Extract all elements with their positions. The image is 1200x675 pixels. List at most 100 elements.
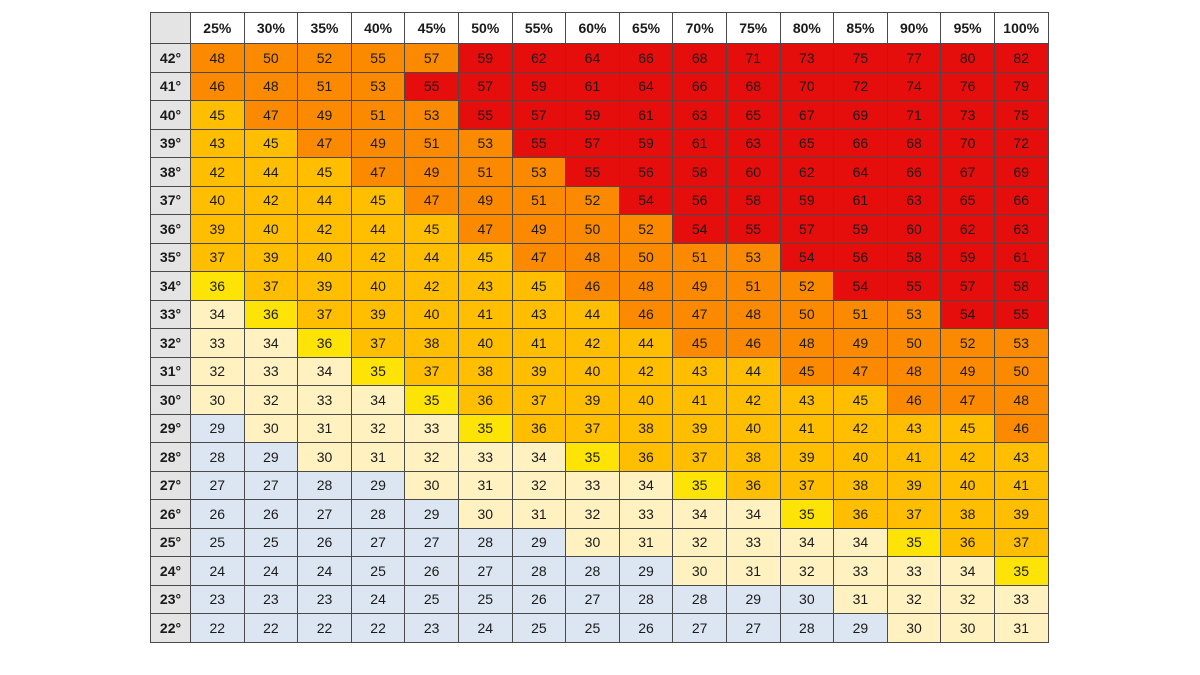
heat-cell: 47 [940, 385, 995, 415]
row-header: 41° [150, 71, 191, 101]
heat-cell: 37 [404, 356, 459, 386]
heat-cell: 65 [725, 100, 781, 130]
heat-cell: 65 [940, 185, 995, 215]
heat-cell: 55 [457, 100, 513, 130]
heat-cell: 35 [457, 413, 513, 443]
heat-cell: 50 [886, 328, 942, 358]
heat-cell: 51 [725, 271, 781, 301]
heat-cell: 36 [243, 299, 299, 329]
heat-cell: 24 [243, 556, 299, 586]
heat-cell: 36 [833, 499, 888, 529]
heat-cell: 43 [672, 356, 727, 386]
row-header: 32° [150, 328, 191, 358]
heat-cell: 38 [725, 442, 781, 472]
heat-cell: 46 [190, 71, 245, 101]
heat-cell: 61 [833, 185, 888, 215]
table-row: 34° 36 37 39 40 42 43 45 46 48 49 51 52 54 55 57 58 [150, 271, 1049, 301]
heat-cell: 41 [993, 470, 1049, 500]
heat-cell: 58 [993, 271, 1049, 301]
row-header: 28° [150, 442, 191, 472]
heat-cell: 49 [833, 328, 888, 358]
heat-cell: 39 [190, 214, 245, 244]
heat-cell: 40 [725, 413, 781, 443]
heat-cell: 33 [618, 499, 674, 529]
heat-cell: 27 [297, 499, 352, 529]
column-header: 90% [886, 12, 942, 44]
heat-cell: 28 [565, 556, 620, 586]
heat-cell: 30 [886, 613, 942, 643]
heat-cell: 42 [940, 442, 995, 472]
heat-cell: 50 [618, 242, 674, 272]
column-header: 25% [190, 12, 245, 44]
heat-cell: 44 [618, 328, 674, 358]
table-row: 28° 28 29 30 31 32 33 34 35 36 37 38 39 40 41 42 43 [150, 442, 1049, 472]
heat-cell: 34 [243, 328, 299, 358]
heat-cell: 61 [618, 100, 674, 130]
heat-cell: 39 [243, 242, 299, 272]
heat-cell: 54 [940, 299, 995, 329]
heat-cell: 34 [511, 442, 567, 472]
heat-cell: 33 [565, 470, 620, 500]
heat-cell: 37 [511, 385, 567, 415]
heat-cell: 30 [457, 499, 513, 529]
heat-cell: 57 [457, 71, 513, 101]
heat-cell: 32 [565, 499, 620, 529]
heat-cell: 38 [457, 356, 513, 386]
heat-cell: 28 [297, 470, 352, 500]
heat-cell: 52 [618, 214, 674, 244]
heat-cell: 34 [725, 499, 781, 529]
heat-cell: 57 [940, 271, 995, 301]
heat-cell: 49 [511, 214, 567, 244]
table-row: 30° 30 32 33 34 35 36 37 39 40 41 42 43 45 46 47 48 [150, 385, 1049, 415]
heat-cell: 44 [243, 157, 299, 187]
table-row: 27° 27 27 28 29 30 31 32 33 34 35 36 37 38 39 40 41 [150, 470, 1049, 500]
heat-cell: 39 [350, 299, 406, 329]
heat-cell: 53 [404, 100, 459, 130]
column-header: 45% [404, 12, 459, 44]
heat-cell: 49 [404, 157, 459, 187]
heat-cell: 36 [618, 442, 674, 472]
heat-cell: 49 [350, 128, 406, 158]
heat-cell: 53 [886, 299, 942, 329]
heat-cell: 48 [779, 328, 835, 358]
table-row: 25° 25 25 26 27 27 28 29 30 31 32 33 34 34 35 36 37 [150, 527, 1049, 557]
heat-cell: 53 [511, 157, 567, 187]
heat-cell: 59 [940, 242, 995, 272]
heat-cell: 59 [457, 43, 513, 73]
heat-cell: 24 [457, 613, 513, 643]
heat-cell: 53 [993, 328, 1049, 358]
heat-cell: 52 [565, 185, 620, 215]
heat-cell: 48 [993, 385, 1049, 415]
heat-cell: 32 [350, 413, 406, 443]
heat-cell: 50 [243, 43, 299, 73]
heat-cell: 30 [940, 613, 995, 643]
heat-cell: 57 [511, 100, 567, 130]
column-header: 95% [940, 12, 995, 44]
heat-cell: 48 [190, 43, 245, 73]
heat-cell: 55 [725, 214, 781, 244]
heat-cell: 75 [833, 43, 888, 73]
heat-cell: 29 [350, 470, 406, 500]
corner-cell [150, 12, 191, 44]
heat-cell: 38 [618, 413, 674, 443]
heat-cell: 39 [779, 442, 835, 472]
heat-cell: 69 [833, 100, 888, 130]
heat-cell: 57 [404, 43, 459, 73]
heat-cell: 66 [886, 157, 942, 187]
heat-cell: 47 [350, 157, 406, 187]
heat-cell: 36 [297, 328, 352, 358]
heat-cell: 26 [190, 499, 245, 529]
heat-cell: 34 [940, 556, 995, 586]
heat-cell: 65 [779, 128, 835, 158]
heat-cell: 57 [779, 214, 835, 244]
heat-cell: 51 [833, 299, 888, 329]
heat-cell: 34 [190, 299, 245, 329]
heat-cell: 48 [886, 356, 942, 386]
heat-cell: 31 [511, 499, 567, 529]
heat-cell: 43 [993, 442, 1049, 472]
heat-cell: 64 [618, 71, 674, 101]
heat-cell: 32 [886, 584, 942, 614]
heat-cell: 66 [993, 185, 1049, 215]
column-header: 50% [457, 12, 513, 44]
heat-cell: 32 [190, 356, 245, 386]
